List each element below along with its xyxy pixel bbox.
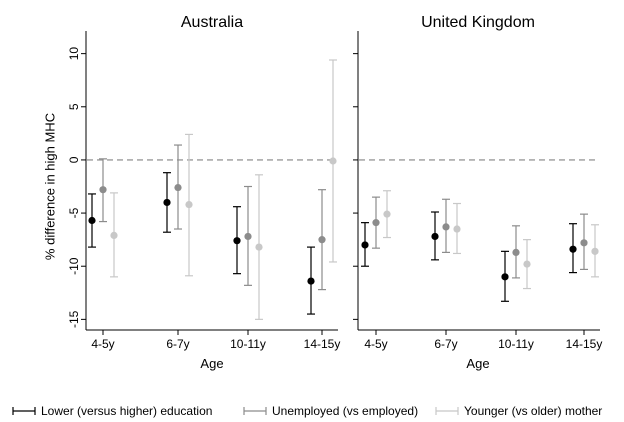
data-marks [88,59,599,320]
estimate-australia-0-2 [110,192,118,278]
estimate-uk-1-0 [431,211,439,261]
estimate-australia-0-1 [99,158,107,223]
estimate-australia-2-1 [244,185,252,286]
point-estimate [501,273,509,281]
x-tick-label: 10-11y [230,337,266,351]
point-estimate [383,210,391,218]
estimate-australia-3-1 [318,189,326,291]
x-tick-label: 6-7y [434,337,457,351]
y-tick-label: -15 [67,310,81,328]
estimate-uk-2-0 [501,250,509,302]
point-estimate [244,232,252,241]
x-axis-label-united-kingdom: Age [466,356,489,371]
estimate-uk-1-1 [442,198,450,254]
panel-title-australia: Australia [181,14,243,31]
point-estimate [523,260,531,268]
point-estimate [307,277,315,285]
estimate-australia-1-1 [174,144,182,230]
estimate-australia-3-0 [307,246,315,315]
point-estimate [255,243,263,251]
estimate-australia-1-0 [163,172,171,233]
estimate-uk-2-2 [523,239,531,290]
point-estimate [453,225,461,233]
point-estimate [110,231,118,239]
point-estimate [99,186,107,194]
point-estimate [580,239,588,247]
estimate-uk-0-2 [383,190,391,239]
y-tick-label: 5 [67,103,81,110]
legend-item-younger-mother: Younger (vs older) mother [435,404,602,418]
estimate-australia-0-0 [88,193,96,248]
point-estimate [88,216,96,225]
panel-title-united-kingdom: United Kingdom [421,14,535,31]
point-estimate [233,237,241,245]
x-axis-label-australia: Age [200,356,223,371]
estimate-uk-0-0 [361,222,369,267]
legend-label-unemployed: Unemployed (vs employed) [272,404,418,418]
estimate-uk-0-1 [372,196,380,249]
estimate-australia-1-2 [185,133,193,277]
point-estimate [318,236,326,244]
axes: 10 5 0 -5 -10 -15 4-5y 6-7y 10-11y 14-15y 4-5y 6-7y… [67,31,602,351]
estimate-australia-3-2 [329,59,337,263]
estimate-australia-2-2 [255,174,263,320]
x-tick-label: 10-11y [498,337,534,351]
x-tick-label: 4-5y [364,337,387,351]
estimate-uk-3-2 [591,224,599,278]
estimate-australia-2-0 [233,206,241,275]
x-tick-label: 4-5y [91,337,114,351]
legend-label-younger-mother: Younger (vs older) mother [464,404,602,418]
y-axis-label: % difference in high MHC [43,113,58,260]
axes-australia: 10 5 0 -5 -10 -15 4-5y 6-7y 10-11y 14-15y [67,31,340,351]
x-tick-label: 6-7y [166,337,189,351]
estimate-uk-1-2 [453,202,461,255]
y-tick-label: 10 [67,47,81,61]
legend-item-unemployed: Unemployed (vs employed) [243,404,418,418]
legend-item-education: Lower (versus higher) education [12,404,212,418]
legend-label-education: Lower (versus higher) education [41,404,212,418]
y-tick-label: -5 [67,207,81,218]
estimate-uk-3-0 [569,223,577,274]
axes-united-kingdom: 4-5y 6-7y 10-11y 14-15y [353,31,602,351]
x-tick-label: 14-15y [304,337,341,351]
point-estimate [329,157,337,165]
point-estimate [431,232,439,241]
y-tick-label: 0 [67,156,81,163]
point-estimate [372,219,380,227]
point-estimate [591,247,599,255]
point-estimate [569,245,577,253]
estimate-uk-3-1 [580,213,588,271]
estimate-uk-2-1 [512,225,520,279]
point-estimate [361,241,369,249]
point-estimate [174,183,182,192]
point-estimate [442,223,450,231]
x-tick-label: 14-15y [566,337,603,351]
point-estimate [163,198,171,207]
point-estimate [512,248,520,257]
legend: Lower (versus higher) education Unemploy… [12,404,602,418]
y-tick-label: -10 [67,257,81,275]
point-estimate [185,200,193,209]
